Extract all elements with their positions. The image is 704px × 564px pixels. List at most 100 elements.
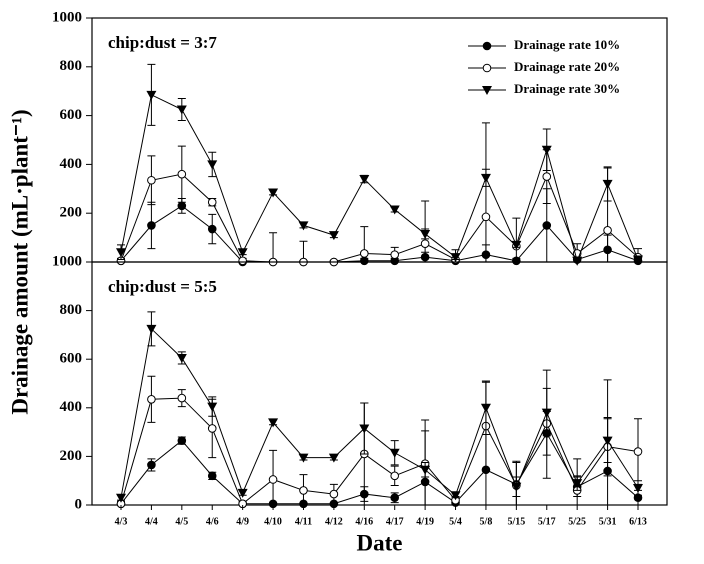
- x-tick-label: 4/16: [355, 516, 373, 527]
- y-tick-label: 400: [60, 156, 83, 172]
- marker: [633, 447, 643, 456]
- x-tick-label: 6/13: [629, 516, 647, 527]
- marker: [177, 393, 187, 403]
- marker: [147, 175, 156, 185]
- marker: [298, 221, 309, 231]
- error-bar: [269, 232, 278, 263]
- marker: [359, 424, 370, 434]
- marker: [633, 483, 643, 493]
- series-line: [120, 327, 639, 498]
- marker: [420, 239, 430, 248]
- marker: [116, 248, 126, 258]
- x-tick-label: 5/31: [599, 516, 617, 527]
- x-tick-label: 5/8: [480, 516, 493, 527]
- marker: [299, 486, 308, 495]
- marker: [298, 453, 309, 463]
- y-tick-label: 800: [60, 302, 83, 318]
- x-axis-title: Date: [357, 530, 403, 555]
- marker: [602, 436, 613, 446]
- panel-annotation: chip:dust = 3:7: [108, 33, 217, 52]
- marker: [450, 253, 461, 263]
- series-line: [120, 205, 639, 263]
- series-line: [120, 173, 639, 263]
- marker: [207, 471, 217, 481]
- legend-marker: [482, 86, 492, 95]
- marker: [420, 229, 431, 239]
- marker: [116, 493, 126, 503]
- y-tick-label: 600: [60, 107, 83, 123]
- marker: [176, 353, 187, 363]
- x-tick-label: 4/12: [325, 516, 343, 527]
- x-tick-label: 5/17: [538, 516, 556, 527]
- marker: [481, 212, 491, 222]
- marker: [146, 324, 157, 334]
- marker: [602, 179, 613, 189]
- y-tick-label: 200: [60, 448, 83, 464]
- legend-label: Drainage rate 20%: [514, 59, 620, 74]
- x-tick-label: 4/5: [175, 516, 188, 527]
- y-tick-label: 600: [60, 351, 83, 367]
- series-line: [120, 432, 639, 505]
- legend-label: Drainage rate 30%: [514, 81, 620, 96]
- marker: [207, 197, 217, 207]
- marker: [207, 424, 217, 433]
- marker: [237, 488, 248, 498]
- plot-frame: [91, 17, 668, 263]
- marker: [572, 479, 583, 489]
- marker: [238, 256, 247, 266]
- marker: [176, 105, 187, 115]
- marker: [328, 453, 339, 463]
- marker: [147, 460, 156, 470]
- marker: [207, 224, 217, 234]
- x-tick-label: 4/9: [236, 516, 249, 527]
- marker: [542, 221, 552, 230]
- x-tick-label: 4/19: [416, 516, 434, 527]
- marker: [572, 256, 583, 266]
- y-tick-label: 800: [60, 58, 83, 74]
- y-tick-label: 0: [75, 496, 83, 512]
- marker: [359, 175, 370, 185]
- y-tick-label: 400: [60, 399, 83, 415]
- marker: [359, 249, 369, 258]
- marker: [480, 173, 491, 183]
- marker: [390, 471, 400, 481]
- marker: [541, 408, 552, 418]
- marker: [147, 394, 156, 404]
- y-tick-label: 200: [60, 205, 83, 221]
- marker: [268, 475, 278, 484]
- marker: [541, 145, 552, 155]
- marker: [390, 250, 400, 259]
- marker: [450, 491, 461, 501]
- marker: [633, 255, 643, 265]
- x-tick-label: 4/6: [206, 516, 219, 527]
- legend-marker: [482, 63, 492, 73]
- marker: [237, 248, 248, 258]
- marker: [511, 240, 522, 250]
- marker: [542, 172, 552, 181]
- x-tick-label: 5/15: [507, 516, 525, 527]
- x-tick-label: 4/3: [115, 516, 128, 527]
- x-tick-label: 4/10: [264, 516, 282, 527]
- y-tick-label: 1000: [52, 253, 82, 269]
- legend-label: Drainage rate 10%: [514, 37, 620, 52]
- marker: [389, 205, 400, 215]
- x-tick-label: 4/4: [145, 516, 158, 527]
- marker: [420, 465, 431, 475]
- legend-marker: [482, 41, 492, 51]
- marker: [511, 482, 522, 492]
- marker: [603, 225, 612, 235]
- series-line: [120, 397, 639, 505]
- series-line: [120, 94, 639, 263]
- marker: [268, 418, 279, 428]
- marker: [177, 169, 187, 179]
- marker: [177, 436, 187, 445]
- x-tick-label: 5/25: [568, 516, 586, 527]
- x-tick-label: 5/4: [449, 516, 462, 527]
- marker: [390, 493, 400, 503]
- x-tick-label: 4/17: [386, 516, 404, 527]
- marker: [480, 403, 491, 413]
- marker: [329, 489, 339, 499]
- x-tick-label: 4/11: [295, 516, 312, 527]
